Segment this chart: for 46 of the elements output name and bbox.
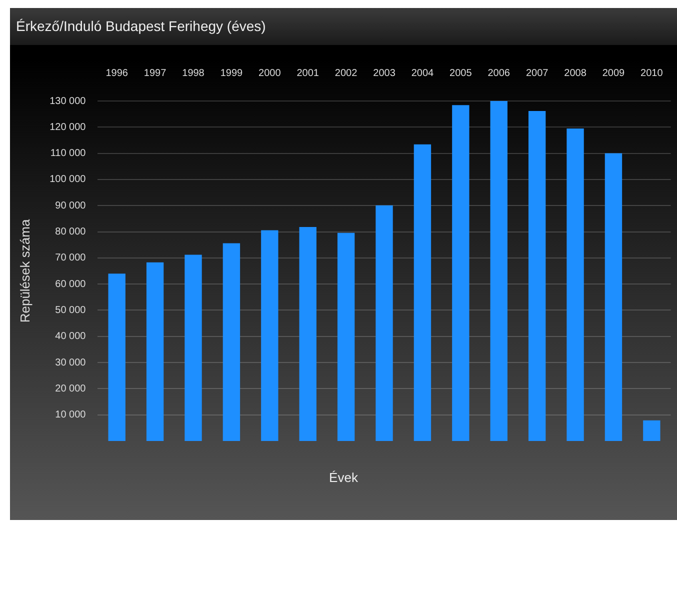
x-tick-label: 2009 bbox=[602, 68, 626, 79]
bar bbox=[261, 230, 278, 441]
y-tick-label: 20 000 bbox=[55, 383, 86, 394]
y-tick-label: 130 000 bbox=[50, 96, 86, 107]
y-tick-label: 80 000 bbox=[55, 226, 86, 238]
x-tick-label: 2004 bbox=[411, 68, 434, 79]
y-tick-label: 10 000 bbox=[55, 410, 86, 421]
bar bbox=[414, 144, 432, 441]
y-tick-label: 30 000 bbox=[55, 357, 86, 368]
y-tick-label: 110 000 bbox=[50, 148, 86, 160]
bar bbox=[299, 227, 316, 441]
x-tick-label: 2010 bbox=[640, 68, 664, 79]
bar bbox=[490, 101, 508, 441]
bar bbox=[337, 232, 355, 441]
x-tick-label: 2000 bbox=[258, 68, 282, 79]
x-tick-label: 2006 bbox=[488, 68, 510, 79]
x-tick-label: 2008 bbox=[564, 68, 587, 79]
x-tick-label: 1996 bbox=[106, 68, 128, 79]
bar bbox=[528, 110, 546, 441]
x-tick-label: 1998 bbox=[182, 68, 205, 79]
x-tick-label: 2001 bbox=[296, 68, 320, 79]
bar bbox=[643, 420, 660, 441]
y-tick-label: 70 000 bbox=[55, 252, 86, 264]
x-tick-label: 1999 bbox=[220, 68, 244, 79]
bar bbox=[452, 105, 470, 441]
bar bbox=[184, 254, 202, 441]
bar bbox=[376, 205, 393, 441]
x-axis-title: Évek bbox=[328, 470, 359, 485]
x-tick-label: 2002 bbox=[334, 68, 358, 79]
chart-title: Érkező/Induló Budapest Ferihegy (éves) bbox=[10, 8, 677, 45]
y-axis-title: Repülések száma bbox=[17, 218, 32, 323]
x-tick-label: 1997 bbox=[144, 68, 167, 79]
y-tick-label: 60 000 bbox=[55, 278, 86, 290]
y-tick-label: 90 000 bbox=[55, 200, 86, 212]
bar bbox=[604, 153, 622, 441]
bar bbox=[108, 274, 126, 441]
y-tick-label: 50 000 bbox=[55, 304, 86, 316]
x-tick-label: 2005 bbox=[450, 68, 472, 79]
x-tick-label: 2007 bbox=[526, 68, 549, 79]
bar bbox=[222, 243, 240, 441]
y-tick-label: 40 000 bbox=[55, 331, 86, 342]
y-tick-label: 120 000 bbox=[50, 122, 86, 133]
bar bbox=[566, 128, 584, 441]
bar bbox=[146, 262, 164, 441]
x-tick-label: 2003 bbox=[373, 68, 396, 79]
y-tick-label: 100 000 bbox=[50, 174, 86, 186]
